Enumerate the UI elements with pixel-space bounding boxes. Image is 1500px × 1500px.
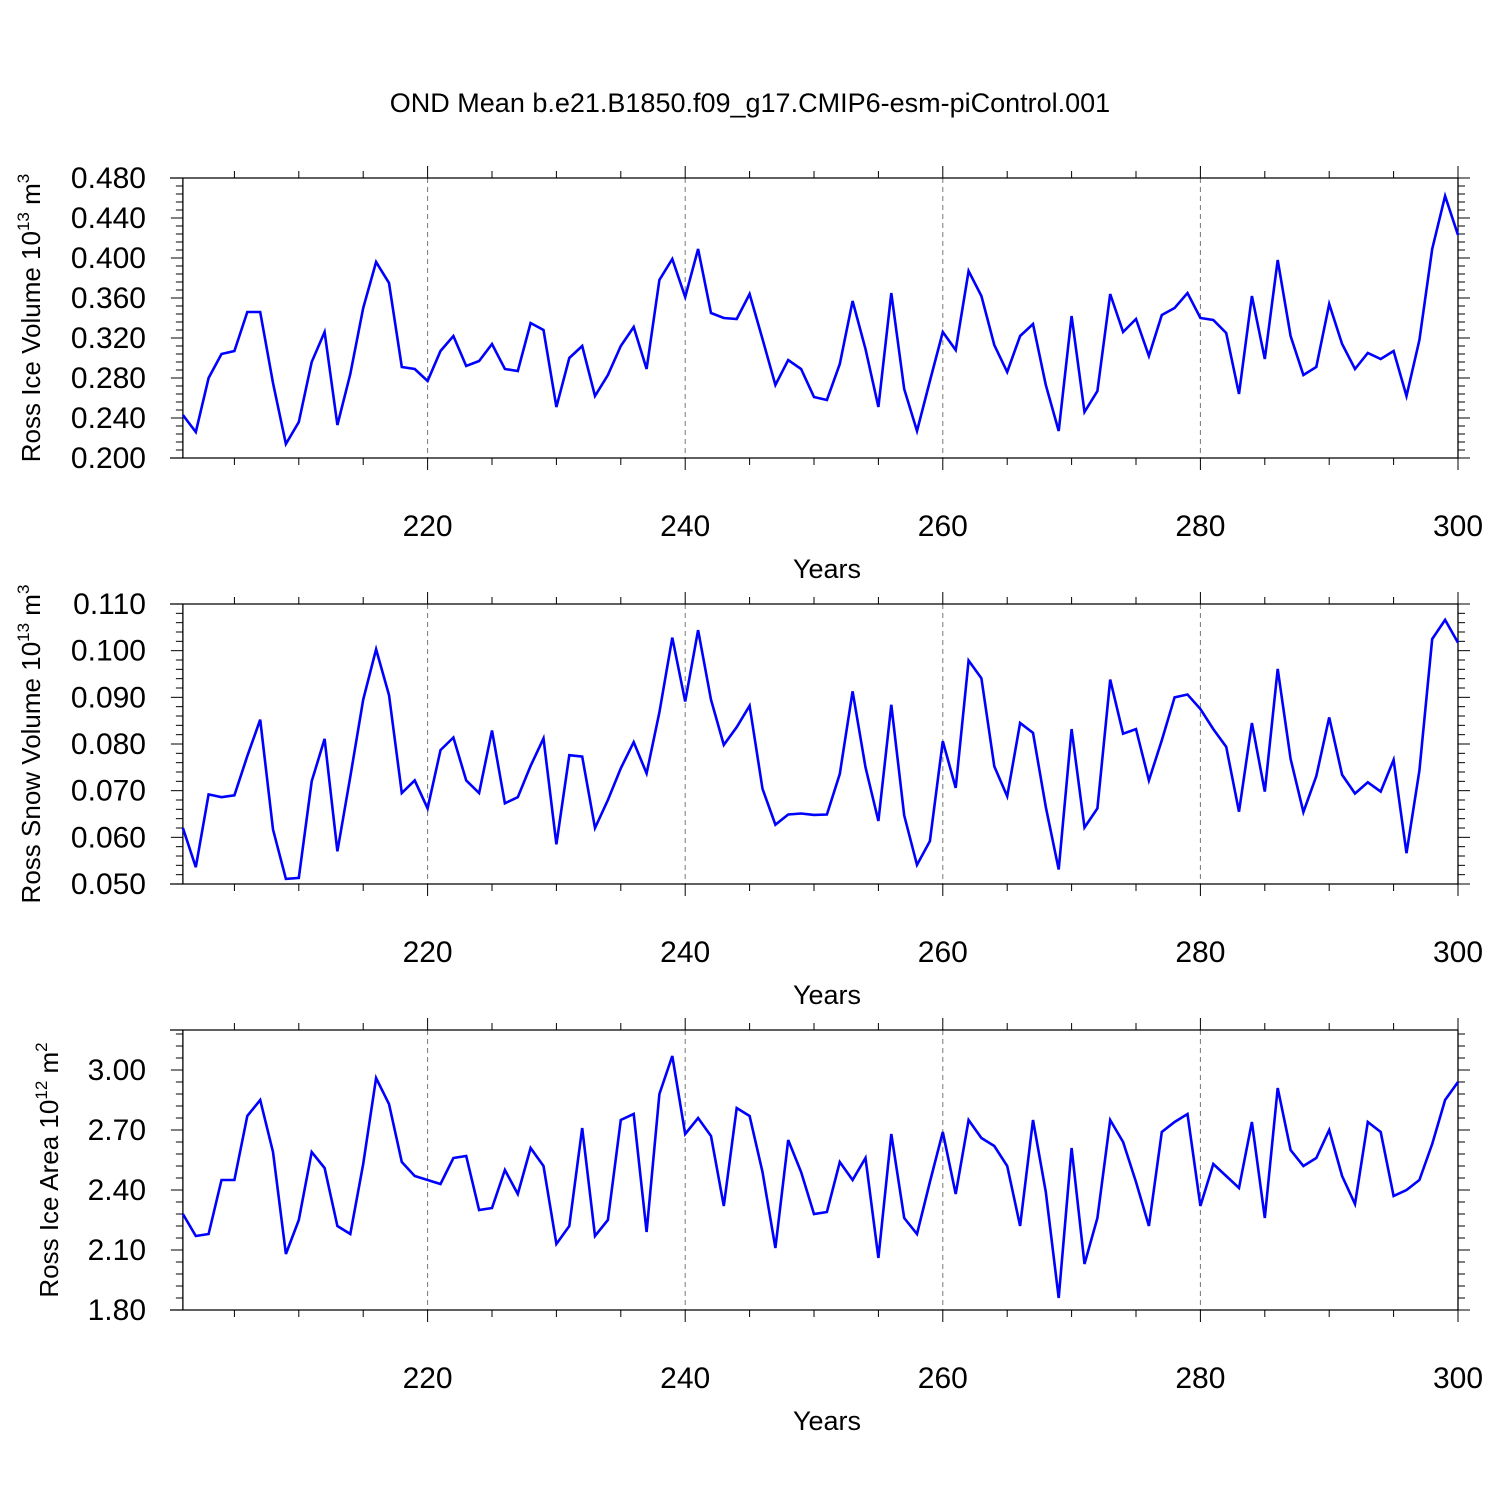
x-tick-label: 220 bbox=[403, 936, 453, 969]
y-tick-label: 2.70 bbox=[88, 1114, 146, 1147]
x-tick-label: 280 bbox=[1175, 510, 1225, 543]
y-tick-label: 0.200 bbox=[71, 442, 146, 475]
y-tick-label: 2.10 bbox=[88, 1234, 146, 1267]
x-tick-label: 260 bbox=[918, 936, 968, 969]
y-tick-label: 0.360 bbox=[71, 282, 146, 315]
x-axis-label: Years bbox=[793, 554, 861, 584]
y-tick-label: 0.080 bbox=[71, 728, 146, 761]
panel-ross-ice-volume: 0.200 0.240 0.280 0.320 0.360 0.400 0.440 0.480… bbox=[14, 162, 1483, 584]
y-axis-label: Ross Ice Volume 1013 m3 bbox=[14, 174, 46, 463]
y-tick-label: 0.480 bbox=[71, 162, 146, 195]
x-tick-label: 220 bbox=[403, 1362, 453, 1395]
y-tick-label: 0.110 bbox=[73, 588, 146, 621]
chart-title: OND Mean b.e21.B1850.f09_g17.CMIP6-esm-p… bbox=[389, 88, 1111, 118]
y-tick-label: 0.400 bbox=[71, 242, 146, 275]
x-tick-label: 240 bbox=[660, 510, 710, 543]
y-tick-label: 0.050 bbox=[71, 868, 146, 901]
x-tick-label: 300 bbox=[1433, 510, 1483, 543]
series-line bbox=[181, 617, 1460, 881]
x-tick-label: 280 bbox=[1175, 1362, 1225, 1395]
y-tick-label: 2.40 bbox=[88, 1174, 146, 1207]
y-tick-label: 0.320 bbox=[71, 322, 146, 355]
x-tick-label: 240 bbox=[660, 936, 710, 969]
y-tick-label: 0.090 bbox=[71, 681, 146, 714]
x-axis-label: Years bbox=[793, 1406, 861, 1436]
x-tick-label: 300 bbox=[1433, 1362, 1483, 1395]
y-tick-label: 3.00 bbox=[88, 1054, 146, 1087]
y-tick-label: 0.100 bbox=[71, 635, 146, 668]
x-tick-label: 300 bbox=[1433, 936, 1483, 969]
x-axis-label: Years bbox=[793, 980, 861, 1010]
x-tick-label: 260 bbox=[918, 510, 968, 543]
y-axis-label: Ross Ice Area 1012 m2 bbox=[32, 1042, 64, 1297]
y-tick-label: 0.060 bbox=[71, 821, 146, 854]
x-tick-label: 280 bbox=[1175, 936, 1225, 969]
panel-ross-snow-volume: 0.050 0.060 0.070 0.080 0.090 0.100 0.110 220 24… bbox=[14, 585, 1483, 1010]
y-axis-label: Ross Snow Volume 1013 m3 bbox=[14, 585, 46, 904]
y-tick-label: 0.070 bbox=[71, 775, 146, 808]
x-tick-label: 240 bbox=[660, 1362, 710, 1395]
panel-ross-ice-area: 1.80 2.10 2.40 2.70 3.00 220 240 260 280 300 Years… bbox=[32, 1018, 1483, 1436]
y-tick-label: 0.440 bbox=[71, 202, 146, 235]
x-tick-label: 220 bbox=[403, 510, 453, 543]
y-tick-label: 1.80 bbox=[88, 1294, 146, 1327]
series-line bbox=[181, 191, 1460, 448]
series-line bbox=[181, 1055, 1460, 1299]
x-tick-label: 260 bbox=[918, 1362, 968, 1395]
y-tick-label: 0.280 bbox=[71, 362, 146, 395]
y-tick-label: 0.240 bbox=[71, 402, 146, 435]
